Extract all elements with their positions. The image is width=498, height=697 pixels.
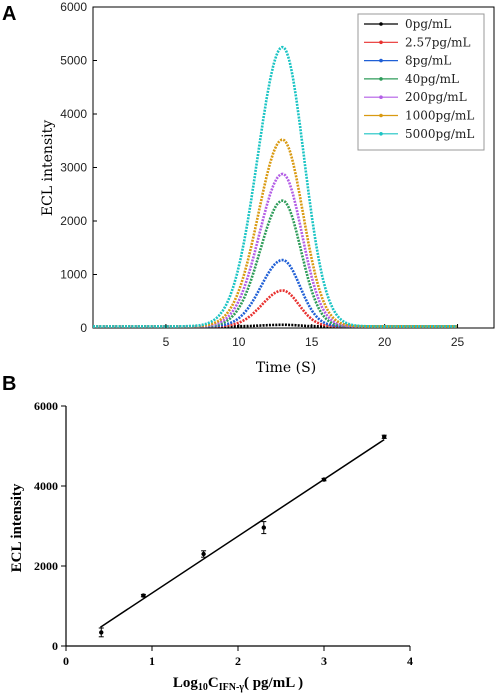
legend-label: 40pg/mL: [405, 72, 459, 86]
x-tick-label: 3: [321, 654, 327, 668]
legend-entries: 0pg/mL 2.57pg/mL 8pg/mL 40pg/mL 200pg/mL 1000…: [364, 17, 474, 141]
chart-a-series-group: [93, 45, 457, 328]
y-tick-label: 2000: [34, 559, 58, 573]
y-tick-label: 1000: [60, 268, 87, 282]
chart-b-fit-line: [99, 438, 385, 628]
y-tick-label: 4000: [60, 107, 87, 121]
chart-b-x-ticks: 0 1 2 3 4: [63, 646, 413, 668]
chart-a-y-ticks: 0 1000 2000 3000 4000 5000 6000: [60, 0, 97, 335]
x-tick-label: 0: [63, 654, 69, 668]
y-tick-label: 0: [80, 321, 87, 335]
series-line-40pg/mL: [93, 199, 457, 328]
chart-b-y-label: ECL intensity: [9, 483, 25, 572]
x-tick-label: 5: [163, 335, 170, 349]
data-point: [321, 477, 327, 482]
x-label-units: ( pg/mL ): [244, 675, 303, 691]
data-point: [99, 630, 104, 635]
x-tick-label: 15: [305, 335, 319, 349]
x-tick-label: 1: [149, 654, 155, 668]
y-tick-label: 4000: [34, 479, 58, 493]
series-line-2.57pg/mL: [93, 289, 457, 328]
chart-b-y-ticks: 0 2000 4000 6000: [34, 399, 66, 653]
y-tick-label: 6000: [34, 399, 58, 413]
y-tick-label: 2000: [60, 214, 87, 228]
legend-marker: [379, 22, 383, 26]
chart-b-x-label: Log10CIFN-γ( pg/mL ): [173, 675, 303, 693]
y-tick-label: 6000: [60, 0, 87, 14]
chart-b-points: [98, 434, 387, 638]
x-label-c: C: [208, 675, 219, 691]
x-label-log: Log: [173, 675, 199, 691]
x-tick-label: 2: [235, 654, 241, 668]
chart-b: 0 2000 4000 6000 0 1 2 3 4 ECL intensity Log10C…: [9, 399, 413, 693]
legend-label: 1000pg/mL: [405, 109, 474, 123]
y-tick-label: 5000: [60, 54, 87, 68]
legend-marker: [379, 95, 383, 99]
data-point: [201, 551, 206, 557]
panel-a-label: A: [2, 3, 16, 25]
data-point: [261, 525, 266, 530]
data-point: [382, 434, 387, 439]
legend-label: 8pg/mL: [405, 54, 451, 68]
x-label-sub-10: 10: [198, 682, 208, 693]
legend-marker: [379, 113, 383, 118]
chart-a-x-label: Time (S): [256, 360, 316, 376]
x-tick-label: 10: [232, 335, 246, 349]
y-tick-label: 3000: [60, 161, 87, 175]
chart-a-x-ticks: 5 10 15 20 25: [163, 324, 465, 349]
chart-a-y-label: ECL intensity: [40, 120, 56, 216]
y-tick-label: 0: [52, 639, 58, 653]
x-tick-label: 25: [451, 335, 465, 349]
x-tick-label: 20: [378, 335, 392, 349]
chart-a-legend: 0pg/mL 2.57pg/mL 8pg/mL 40pg/mL 200pg/mL 1000…: [357, 13, 485, 151]
data-point: [141, 593, 146, 598]
legend-marker: [379, 40, 383, 45]
legend-label: 200pg/mL: [405, 90, 467, 104]
legend-label: 0pg/mL: [405, 17, 451, 31]
legend-box: [357, 13, 485, 151]
chart-a: 0 1000 2000 3000 4000 5000 6000 5 10 15 20 25 Time…: [40, 0, 495, 376]
x-tick-label: 4: [407, 654, 413, 668]
legend-marker: [379, 132, 383, 136]
series-line-5000pg/mL: [93, 45, 457, 328]
legend-marker: [379, 77, 383, 81]
x-label-sub-ifn: IFN-γ: [219, 682, 245, 693]
legend-label: 2.57pg/mL: [405, 35, 471, 49]
legend-label: 5000pg/mL: [405, 127, 474, 141]
legend-marker: [379, 58, 383, 63]
panel-b-label: B: [2, 373, 16, 395]
